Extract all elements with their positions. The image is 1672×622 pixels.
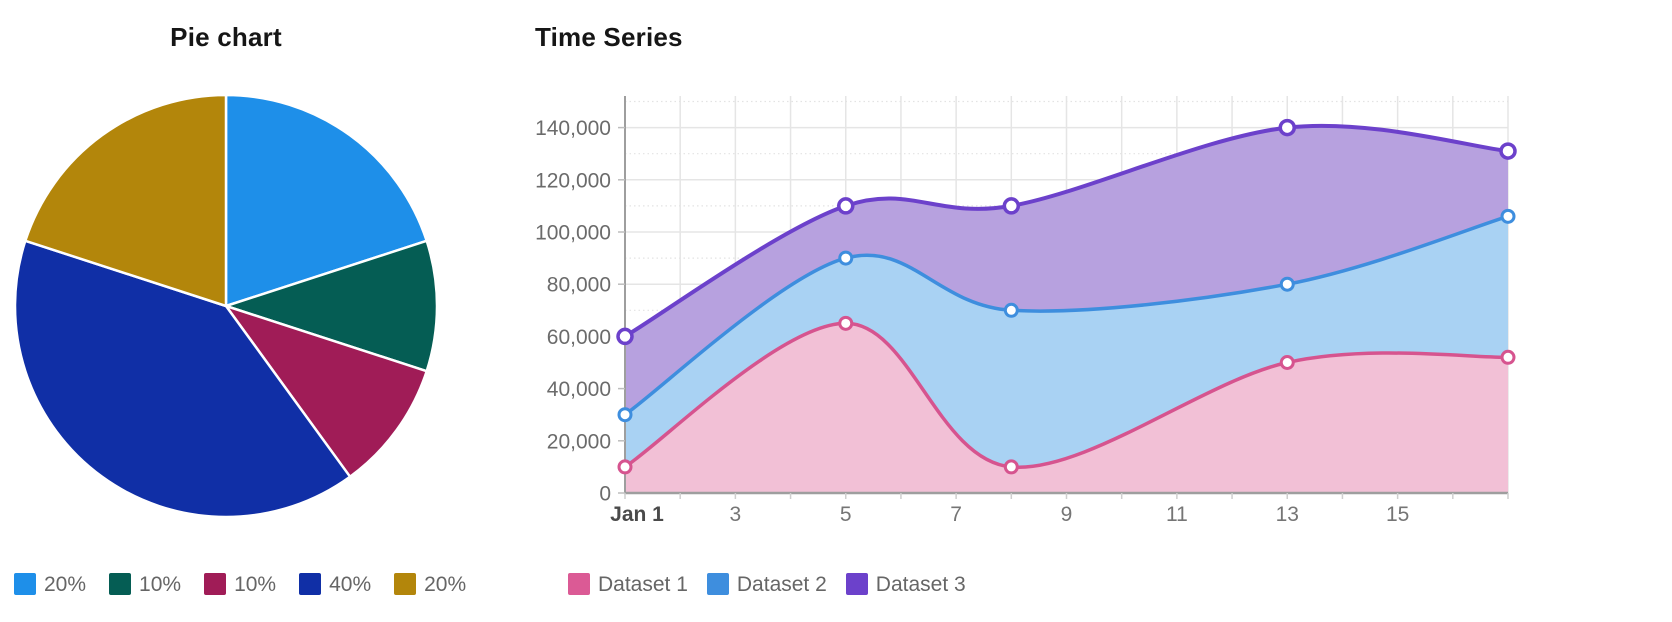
y-tick-label: 60,000 [547, 326, 611, 349]
data-point-dataset-3[interactable] [1002, 197, 1021, 215]
pie-legend-label: 40% [329, 572, 372, 596]
pie-legend-swatch [204, 573, 227, 595]
y-tick-label: 100,000 [535, 222, 611, 245]
x-tick-label: 15 [1386, 503, 1409, 526]
data-point-dataset-1[interactable] [838, 315, 854, 331]
pie-slice-10%[interactable] [224, 304, 428, 478]
pie-legend-item[interactable]: 10% [204, 573, 276, 595]
data-point-dataset-3[interactable] [1278, 118, 1296, 137]
time-series-title: Time Series [535, 22, 683, 52]
data-point-dataset-1[interactable] [1279, 355, 1295, 370]
data-point-dataset-3[interactable] [616, 327, 634, 346]
pie-legend-item[interactable]: 20% [14, 573, 86, 595]
x-tick-label: Jan 1 [610, 503, 664, 526]
data-point-dataset-3[interactable] [837, 197, 855, 215]
x-axis-labels: Jan 1 3 5 7 9 11 13 15 [610, 503, 1409, 526]
ts-legend-label: Dataset 3 [875, 572, 966, 596]
y-axis-labels: 0 20,000 40,000 60,000 80,000 100,000 120,000 1… [535, 117, 611, 505]
y-tick-label: 80,000 [547, 274, 611, 297]
time-series-legend: Dataset 1 Dataset 2 Dataset 3 [568, 573, 966, 595]
data-point-dataset-2[interactable] [1500, 208, 1516, 224]
pie-legend-item[interactable]: 40% [299, 573, 371, 595]
ts-legend-swatch [568, 573, 590, 595]
data-point-dataset-2[interactable] [617, 407, 633, 423]
data-point-dataset-1[interactable] [617, 459, 633, 475]
pie-legend-swatch [109, 573, 132, 595]
y-tick-label: 40,000 [547, 378, 611, 401]
y-tick-label: 0 [599, 483, 611, 506]
data-point-dataset-1[interactable] [1003, 459, 1019, 475]
pie-legend-swatch [299, 573, 322, 595]
x-tick-label: 7 [950, 503, 962, 526]
pie-slice-20%[interactable] [24, 93, 228, 308]
x-tick-label: 9 [1061, 503, 1073, 526]
pie-legend: 20% 10% 10% 40% 20% [14, 573, 466, 595]
x-tick-label: 13 [1276, 503, 1299, 526]
pie-chart-title: Pie chart [170, 22, 282, 52]
x-tick-label: 3 [730, 503, 742, 526]
ts-legend-item[interactable]: Dataset 1 [568, 573, 688, 595]
pie-slice-20%[interactable] [224, 93, 428, 308]
data-point-dataset-2[interactable] [838, 250, 854, 266]
pie-legend-swatch [14, 573, 36, 595]
y-tick-label: 20,000 [547, 430, 611, 453]
pie-legend-swatch [394, 573, 417, 595]
data-point-dataset-1[interactable] [1500, 349, 1516, 365]
ts-legend-label: Dataset 2 [736, 572, 827, 596]
y-tick-label: 140,000 [535, 117, 611, 140]
ts-legend-swatch [845, 573, 868, 595]
pie-legend-label: 20% [424, 572, 467, 596]
pie-slice-40%[interactable] [13, 239, 352, 519]
time-series-chart-svg: 0 20,000 40,000 60,000 80,000 100,000 120,000 1… [535, 96, 1517, 526]
x-tick-label: 5 [840, 503, 852, 526]
ts-legend-item[interactable]: Dataset 2 [706, 572, 827, 596]
pie-legend-label: 20% [44, 572, 87, 596]
data-point-dataset-2[interactable] [1003, 302, 1019, 318]
pie-legend-label: 10% [234, 572, 277, 596]
x-tick-label: 11 [1166, 503, 1188, 526]
data-point-dataset-3[interactable] [1499, 142, 1517, 160]
pie-legend-item[interactable]: 10% [109, 573, 181, 595]
data-point-dataset-2[interactable] [1279, 276, 1295, 292]
ts-legend-item[interactable]: Dataset 3 [845, 572, 966, 596]
pie-legend-label: 10% [139, 572, 182, 596]
pie-slice-10%[interactable] [224, 239, 439, 373]
y-tick-label: 120,000 [535, 169, 611, 192]
ts-legend-label: Dataset 1 [598, 572, 688, 596]
pie-chart-svg [13, 93, 439, 519]
ts-legend-swatch [706, 573, 729, 595]
pie-legend-item[interactable]: 20% [394, 573, 466, 595]
